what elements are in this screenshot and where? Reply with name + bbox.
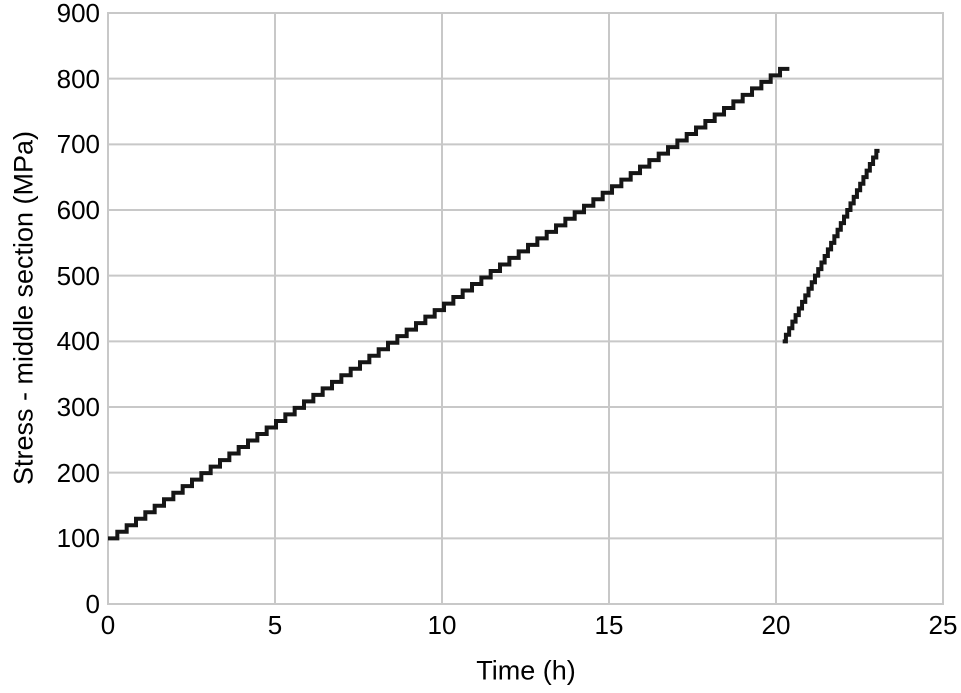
y-tick-label-600: 600 [56, 195, 100, 225]
x-axis-title: Time (h) [476, 655, 576, 686]
x-tick-label-0: 0 [100, 610, 116, 640]
plot-border [107, 12, 944, 605]
y-axis-title: Stress - middle section (MPa) [8, 130, 39, 486]
x-tick-label-25: 25 [928, 610, 958, 640]
y-tick-label-400: 400 [56, 326, 100, 356]
x-tick-label-5: 5 [267, 610, 283, 640]
series-first-loading-ramp [108, 66, 790, 541]
y-tick-label-0: 0 [85, 589, 100, 619]
y-tick-label-300: 300 [56, 392, 100, 422]
x-tick-label-15: 15 [594, 610, 624, 640]
y-tick-label-200: 200 [56, 458, 100, 488]
y-tick-label-100: 100 [56, 523, 100, 553]
series-second-loading-ramp [782, 148, 880, 344]
y-tick-label-700: 700 [56, 129, 100, 159]
x-tick-label-10: 10 [427, 610, 457, 640]
y-tick-label-500: 500 [56, 261, 100, 291]
y-tick-label-900: 900 [56, 0, 100, 28]
y-tick-label-800: 800 [56, 64, 100, 94]
x-tick-label-20: 20 [761, 610, 791, 640]
